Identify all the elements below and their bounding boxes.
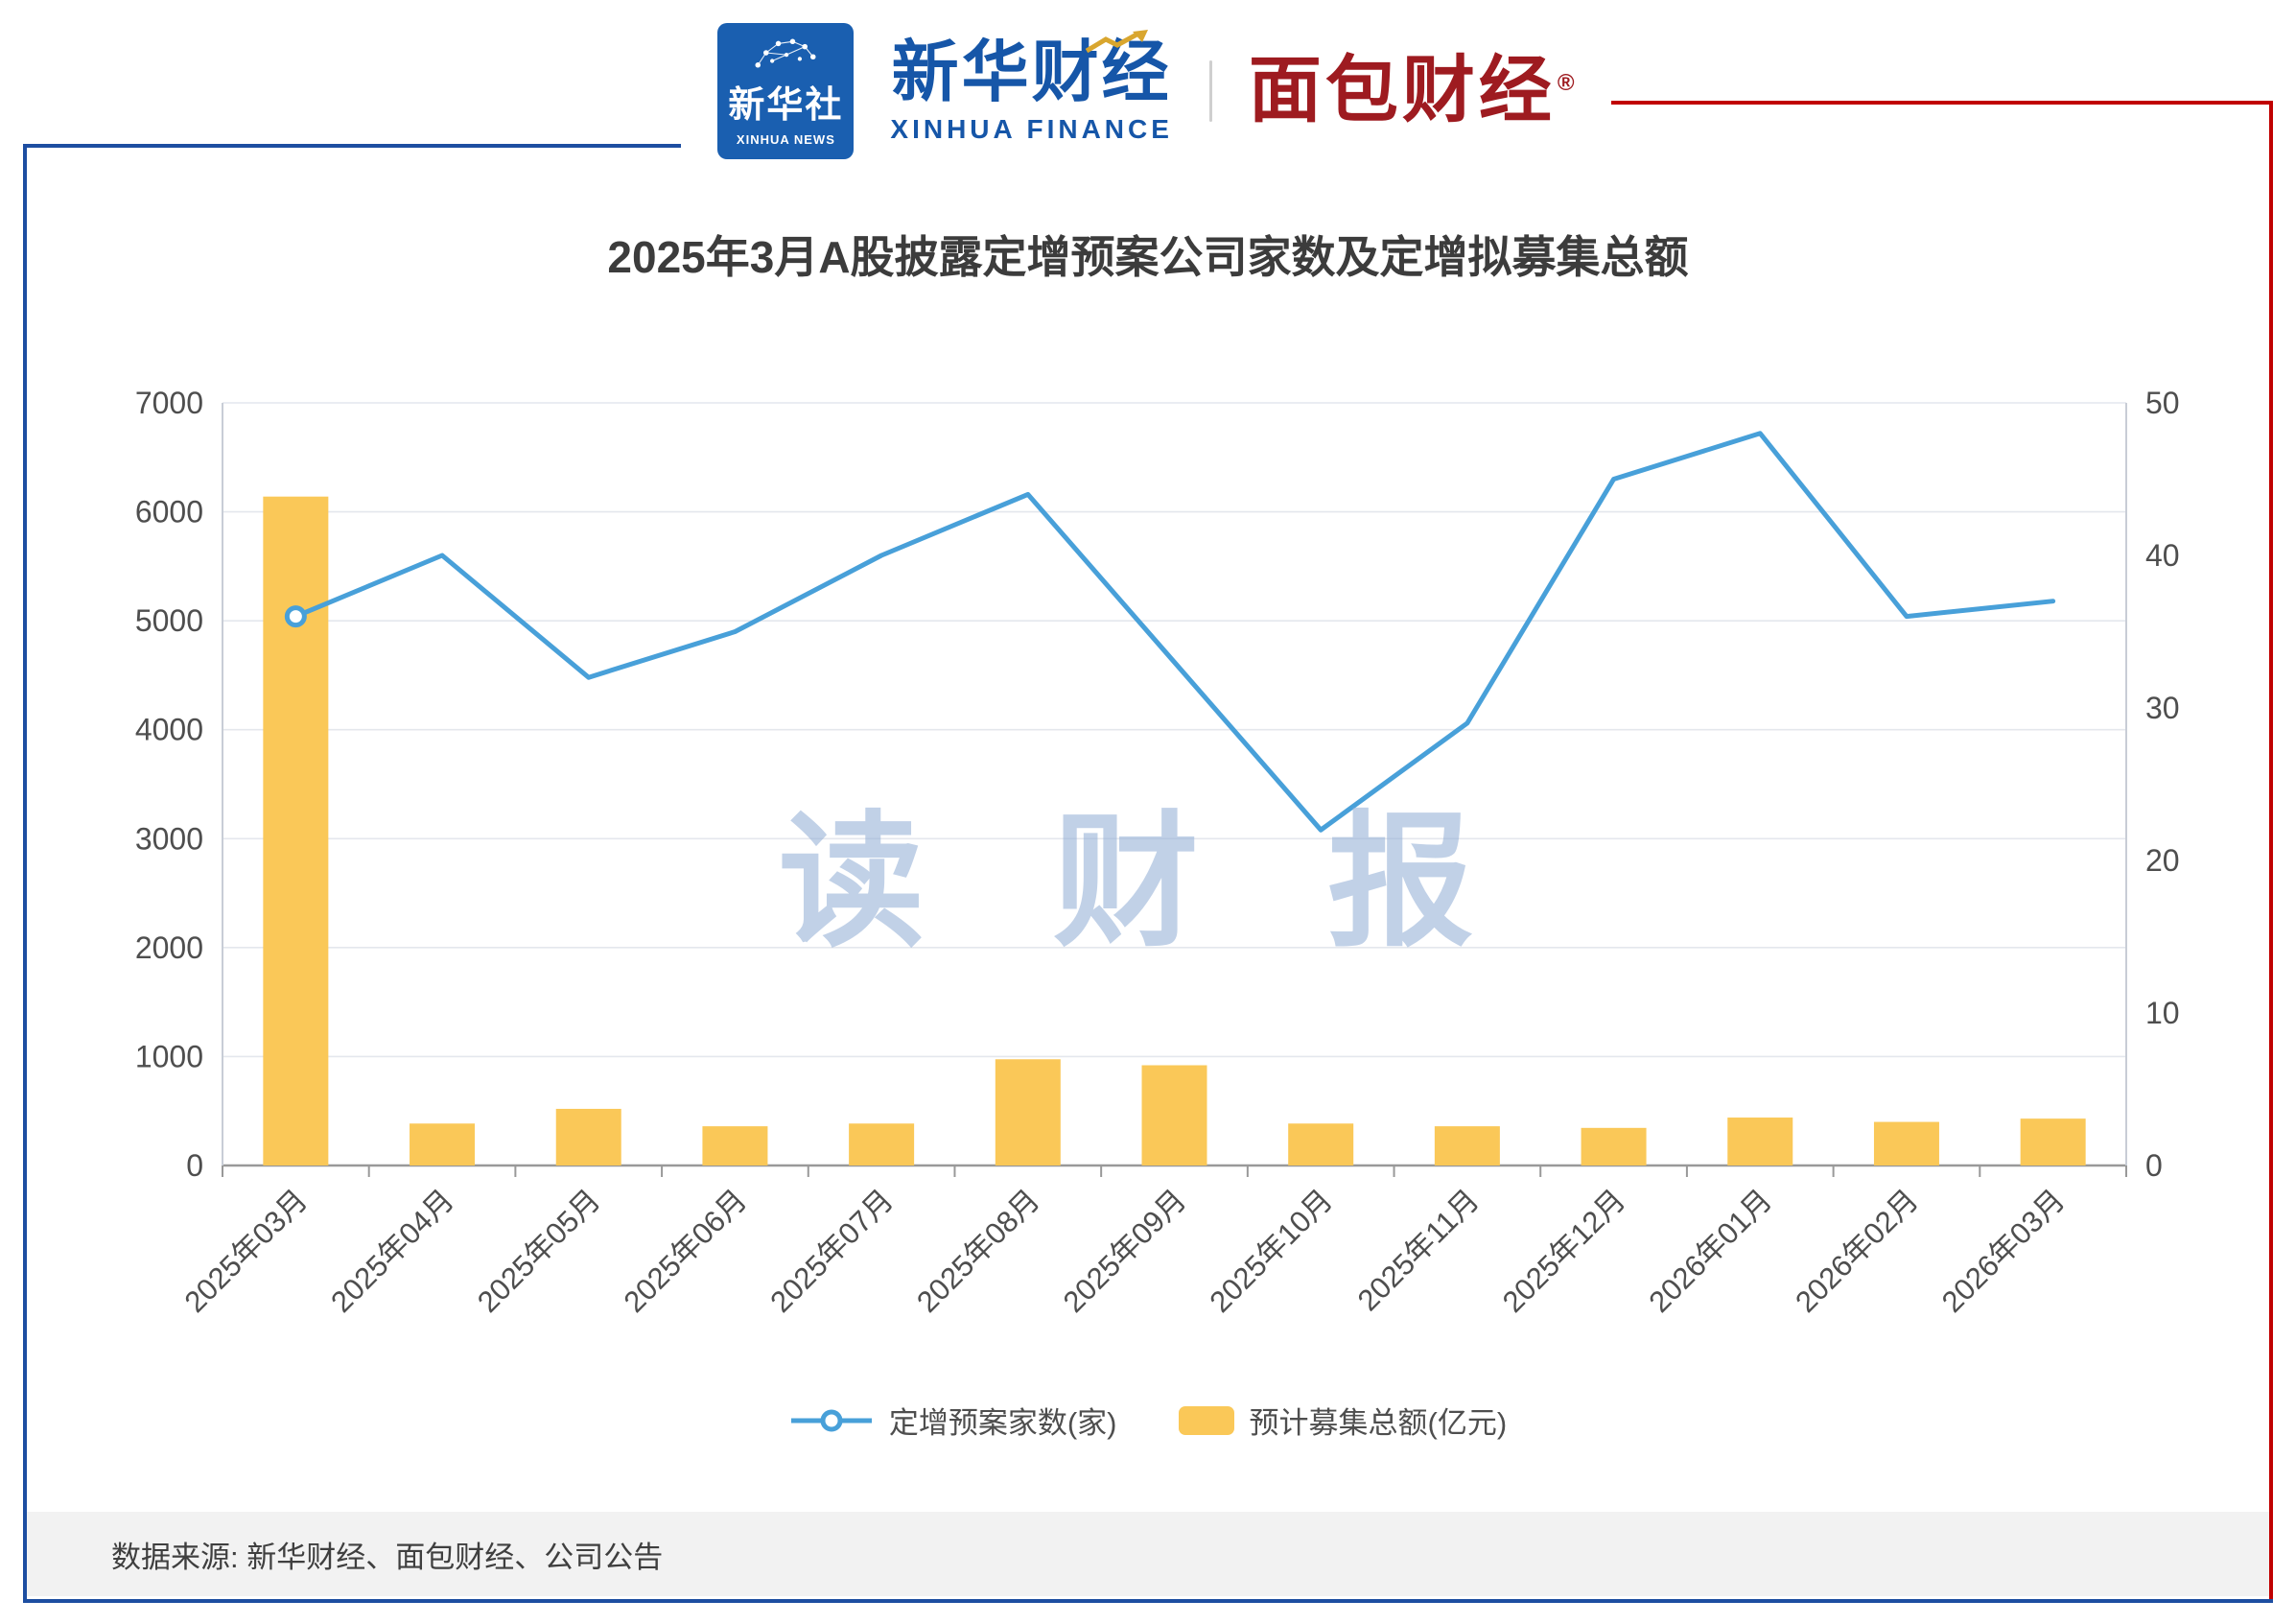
watermark: 读 财 报	[778, 801, 1518, 964]
mianbao-finance-logo: 面包财经®	[1249, 55, 1579, 128]
bar	[1727, 1118, 1793, 1165]
legend-item-line-series: 定增预案家数(家)	[789, 1399, 1117, 1442]
bar	[1288, 1123, 1354, 1165]
bar	[702, 1126, 768, 1165]
footer: 数据来源: 新华财经、面包财经、公司公告	[27, 1512, 2269, 1596]
x-axis-label: 2025年09月	[1057, 1183, 1193, 1319]
line-series	[293, 431, 2056, 833]
left-axis-tick-label: 3000	[135, 821, 203, 856]
legend-label-bar-series: 预计募集总额(亿元)	[1249, 1406, 1508, 1440]
top-border-right	[1611, 101, 2273, 105]
mianbao-finance-cn: 面包财经	[1248, 50, 1556, 131]
right-axis-tick-label: 50	[2145, 386, 2180, 420]
right-axis-tick-label: 40	[2145, 538, 2180, 573]
bottom-border	[23, 1599, 2273, 1603]
left-border	[23, 144, 27, 1603]
left-axis-tick-label: 7000	[135, 386, 203, 420]
bar-series-swatch-icon	[1178, 1405, 1234, 1435]
x-axis-label: 2025年07月	[763, 1183, 900, 1319]
x-axis-label: 2026年01月	[1642, 1183, 1778, 1319]
top-border-left	[23, 144, 681, 148]
bar	[2020, 1118, 2086, 1165]
right-border	[2269, 101, 2273, 1603]
xinhua-finance-en: XINHUA FINANCE	[890, 113, 1173, 144]
gold-trend-arrow-icon	[1085, 30, 1148, 54]
x-axis-label: 2026年02月	[1789, 1183, 1925, 1319]
xinhua-logo-cn: 新华社	[728, 85, 844, 126]
xinhua-news-logo: 新华社 XINHUA NEWS	[717, 23, 855, 159]
x-axis-label: 2025年12月	[1496, 1183, 1632, 1319]
legend-item-bar-series: 预计募集总额(亿元)	[1178, 1399, 1508, 1442]
xinhua-logo-en: XINHUA NEWS	[736, 132, 835, 147]
bar	[410, 1123, 476, 1165]
bar	[1141, 1065, 1207, 1165]
left-axis-tick-label: 6000	[135, 495, 203, 530]
right-axis-tick-label: 20	[2145, 843, 2180, 878]
line-point-marker	[284, 605, 307, 628]
right-axis-tick-label: 30	[2145, 691, 2180, 725]
bar	[1873, 1121, 1939, 1165]
bar	[995, 1059, 1061, 1165]
x-axis-label: 2025年06月	[618, 1183, 754, 1319]
x-axis-label: 2026年03月	[1935, 1183, 2072, 1319]
globe-network-icon	[755, 38, 816, 68]
chart-title: 2025年3月A股披露定增预案公司家数及定增拟募集总额	[607, 232, 1689, 282]
right-axis-tick-label: 0	[2145, 1148, 2163, 1183]
right-axis-tick-label: 10	[2145, 996, 2180, 1030]
left-axis-tick-label: 0	[186, 1148, 203, 1183]
legend-label-line-series: 定增预案家数(家)	[888, 1406, 1117, 1440]
registered-mark: ®	[1557, 69, 1579, 96]
header-divider	[1208, 60, 1212, 122]
xinhua-finance-cn: 新华财经	[891, 35, 1172, 110]
chart-legend: 定增预案家数(家) 预计募集总额(亿元)	[0, 1399, 2296, 1442]
header: 新华社 XINHUA NEWS 新华财经 XINHUA FINANCE 面包财经…	[0, 23, 2296, 159]
left-axis-tick-label: 5000	[135, 603, 203, 638]
xinhua-finance-wordmark: 新华财经 XINHUA FINANCE	[890, 30, 1173, 145]
data-source-text: 数据来源: 新华财经、面包财经、公司公告	[111, 1540, 664, 1574]
left-axis-tick-label: 4000	[135, 713, 203, 747]
x-axis-label: 2025年05月	[471, 1183, 607, 1319]
x-axis-label: 2025年08月	[910, 1183, 1046, 1319]
x-axis-label: 2025年04月	[324, 1183, 460, 1319]
left-axis-tick-label: 2000	[135, 930, 203, 965]
x-axis-label: 2025年03月	[178, 1183, 315, 1319]
bar	[555, 1108, 621, 1165]
left-axis-tick-label: 1000	[135, 1039, 203, 1073]
bar	[1434, 1126, 1500, 1165]
bar	[1581, 1127, 1647, 1165]
x-axis-label: 2025年10月	[1203, 1183, 1339, 1319]
line-series-swatch-icon	[790, 1409, 872, 1431]
bar	[849, 1123, 915, 1165]
x-axis-label: 2025年11月	[1351, 1183, 1486, 1317]
